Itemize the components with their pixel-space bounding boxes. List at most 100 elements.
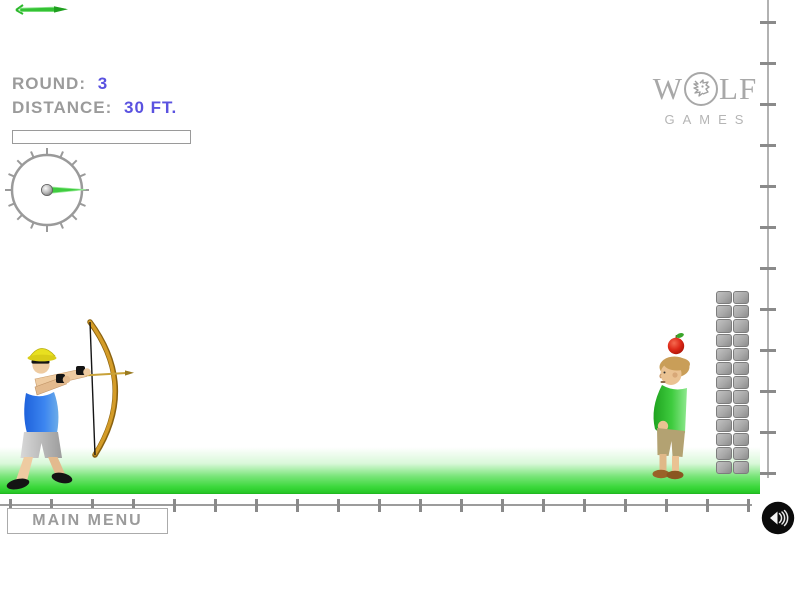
logo-letters-lf: LF — [719, 71, 758, 106]
apple-leaf — [676, 333, 684, 338]
ruler-tick — [132, 499, 135, 512]
distance-label: DISTANCE: — [12, 98, 113, 117]
ruler-tick — [760, 21, 776, 24]
victim-shoe-front — [666, 470, 684, 480]
archer-leg-left — [16, 457, 33, 481]
ruler-tick — [337, 499, 340, 512]
hand-rear — [83, 368, 91, 376]
main-menu-button[interactable]: MAIN MENU — [7, 508, 168, 534]
armguard-rear — [76, 366, 85, 375]
wolf-games-logo: W LF GAMES — [645, 72, 765, 128]
stone-brick — [716, 390, 732, 404]
hud: ROUND: 3 DISTANCE: 30 FT. — [12, 72, 177, 120]
ruler-tick — [173, 499, 176, 512]
ruler-tick — [378, 499, 381, 512]
target-man — [652, 333, 690, 480]
stone-brick — [716, 376, 732, 390]
stone-brick — [733, 461, 749, 475]
ruler-tick — [255, 499, 258, 512]
ruler-tick — [760, 144, 776, 147]
logo-subtitle: GAMES — [664, 112, 752, 127]
ruler-tick — [760, 185, 776, 188]
victim-leg-back — [659, 454, 667, 471]
ground — [0, 447, 760, 494]
metal-ball — [41, 184, 54, 197]
ruler-tick — [747, 499, 750, 512]
archer-shoe-right — [51, 472, 73, 484]
archer-shorts — [20, 432, 62, 458]
ruler-tick — [296, 499, 299, 512]
ruler-tick — [760, 226, 776, 229]
victim-leg-front — [672, 456, 679, 472]
speaker-audio-icon — [761, 501, 795, 535]
stone-brick — [716, 447, 732, 461]
victim-shoe-back — [652, 469, 670, 479]
ruler-tick — [583, 499, 586, 512]
stone-column — [716, 291, 749, 475]
stone-brick — [716, 333, 732, 347]
wolf-head-icon — [684, 72, 719, 106]
victim-shorts — [657, 428, 685, 457]
apple — [667, 337, 685, 355]
stone-brick — [733, 418, 749, 432]
stone-brick — [716, 319, 732, 333]
ruler-tick — [419, 499, 422, 512]
power-meter — [12, 130, 191, 144]
ruler-horizontal-line — [0, 504, 752, 506]
victim-mouth — [660, 381, 666, 383]
ruler-tick — [214, 499, 217, 512]
stone-brick — [716, 361, 732, 376]
armguard-front — [56, 374, 65, 383]
arrow-head — [125, 370, 134, 376]
bow-string — [89, 321, 96, 456]
stone-brick — [733, 305, 749, 319]
sound-toggle-button[interactable] — [761, 501, 795, 535]
stone-brick — [733, 390, 749, 404]
victim-eye — [663, 371, 666, 374]
logo-letter-w: W — [652, 71, 684, 106]
stone-brick — [716, 291, 732, 305]
stone-brick — [716, 404, 732, 418]
stone-brick — [733, 319, 749, 333]
stone-brick — [733, 376, 749, 390]
round-value: 3 — [97, 74, 109, 93]
stone-brick — [733, 404, 749, 418]
archer-leg-right — [48, 457, 65, 476]
green-arrow-icon — [15, 4, 68, 15]
distance-row: DISTANCE: 30 FT. — [12, 96, 177, 120]
stone-brick — [733, 333, 749, 347]
stone-brick — [716, 347, 732, 361]
round-row: ROUND: 3 — [12, 72, 177, 96]
archer-shoe-left — [6, 478, 30, 490]
ruler-tick — [665, 499, 668, 512]
stone-brick — [716, 432, 732, 447]
archer-shirt — [24, 392, 59, 433]
round-label: ROUND: — [12, 74, 86, 93]
ruler-tick — [760, 62, 776, 65]
ruler-tick — [50, 499, 53, 512]
stone-brick — [733, 432, 749, 447]
victim-ear — [672, 372, 678, 378]
ruler-tick — [760, 431, 776, 434]
ruler-tick — [542, 499, 545, 512]
stone-brick — [733, 291, 749, 305]
ruler-tick — [9, 499, 12, 512]
ruler-tick — [91, 499, 94, 512]
aim-gauge[interactable] — [2, 145, 92, 235]
archer-character — [6, 319, 134, 490]
stone-brick — [733, 361, 749, 376]
ruler-tick — [760, 390, 776, 393]
ruler-tick — [760, 308, 776, 311]
victim-nose — [659, 373, 662, 379]
ruler-vertical-line — [767, 0, 769, 478]
ruler-tick — [624, 499, 627, 512]
stone-brick — [716, 461, 732, 475]
ruler-tick — [706, 499, 709, 512]
hand-front — [62, 375, 71, 384]
logo-word: W LF — [645, 72, 765, 106]
distance-value: 30 FT. — [124, 98, 178, 117]
ruler-tick — [760, 267, 776, 270]
ruler-tick — [501, 499, 504, 512]
ruler-tick — [760, 349, 776, 352]
